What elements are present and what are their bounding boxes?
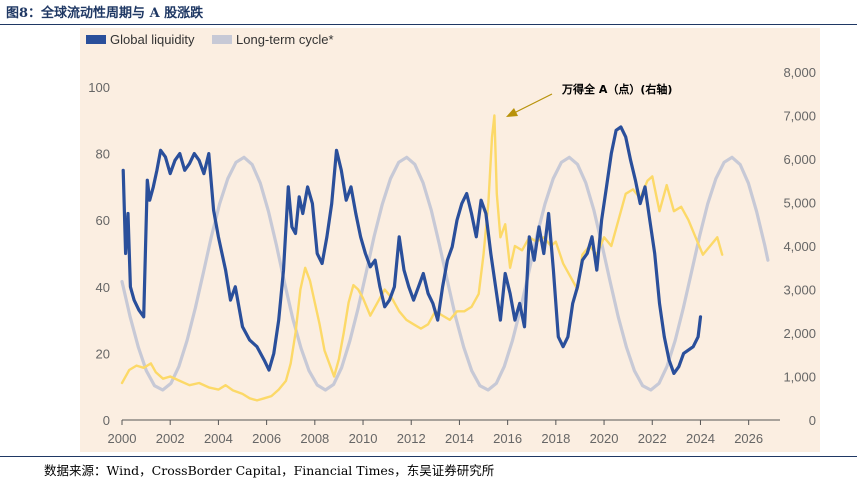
series-global-liquidity <box>121 125 703 375</box>
legend-label-long-term-cycle: Long-term cycle* <box>236 32 334 47</box>
plot-background <box>80 28 820 452</box>
legend-label-global-liquidity: Global liquidity <box>110 32 195 47</box>
y-tick-label: 0 <box>103 413 110 428</box>
x-tick-label: 2014 <box>445 431 474 446</box>
x-tick-label: 2008 <box>300 431 329 446</box>
y2-tick-label: 8,000 <box>783 65 816 80</box>
y-tick-label: 100 <box>88 80 110 95</box>
y2-tick-label: 7,000 <box>783 109 816 124</box>
annotation: 万得全 A（点）(右轴) <box>506 82 672 117</box>
annotation-arrowhead <box>506 108 518 117</box>
x-tick-label: 2022 <box>638 431 667 446</box>
x-tick-label: 2000 <box>108 431 137 446</box>
y-tick-label: 80 <box>96 147 110 162</box>
top-rule <box>0 24 857 25</box>
left-axis: 0 20 40 60 80 100 <box>88 80 110 428</box>
x-tick-label: 2002 <box>156 431 185 446</box>
x-tick-label: 2016 <box>493 431 522 446</box>
x-tick-label: 2024 <box>686 431 715 446</box>
right-axis: 0 1,000 2,000 3,000 4,000 5,000 6,000 7,000 8,00… <box>783 65 816 428</box>
x-tick-label: 2018 <box>541 431 570 446</box>
x-tick-label: 2006 <box>252 431 281 446</box>
x-tick-label: 2010 <box>349 431 378 446</box>
y2-tick-label: 4,000 <box>783 239 816 254</box>
source-note: 数据来源：Wind，CrossBorder Capital，Financial … <box>44 463 495 478</box>
y-tick-label: 60 <box>96 213 110 228</box>
annotation-arrow <box>513 93 553 114</box>
x-tick-label: 2026 <box>734 431 763 446</box>
figure-title: 图8：全球流动性周期与 A 股涨跌 <box>6 6 204 21</box>
legend-swatch-global-liquidity <box>86 35 106 44</box>
y2-tick-label: 3,000 <box>783 283 816 298</box>
y2-tick-label: 5,000 <box>783 196 816 211</box>
series-long-term-cycle <box>120 155 770 392</box>
x-tick-label: 2012 <box>397 431 426 446</box>
y2-tick-label: 1,000 <box>783 370 816 385</box>
annotation-label: 万得全 A（点）(右轴) <box>561 82 672 96</box>
series-wind-a <box>120 114 724 402</box>
y2-tick-label: 0 <box>809 413 816 428</box>
series-layer <box>120 114 770 402</box>
x-tick-label: 2020 <box>590 431 619 446</box>
x-axis: 2000 2002 2004 2006 2008 2010 2012 2014 2016 2018… <box>108 420 763 446</box>
bottom-rule <box>0 456 857 457</box>
y-tick-label: 20 <box>96 346 110 361</box>
y2-tick-label: 2,000 <box>783 326 816 341</box>
legend: Global liquidity Long-term cycle* <box>86 32 334 47</box>
y2-tick-label: 6,000 <box>783 152 816 167</box>
y-tick-label: 40 <box>96 280 110 295</box>
legend-swatch-long-term-cycle <box>212 35 232 44</box>
x-tick-label: 2004 <box>204 431 233 446</box>
